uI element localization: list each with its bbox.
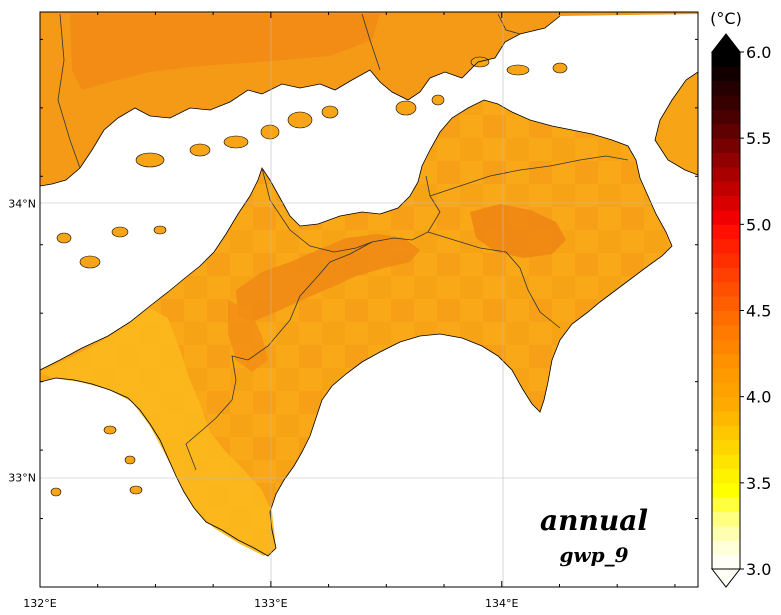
honshu-coastline bbox=[40, 15, 561, 187]
colorbar-swatch bbox=[712, 281, 740, 297]
colorbar-swatch bbox=[712, 166, 740, 182]
colorbar-swatch bbox=[712, 525, 740, 541]
colorbar-swatch bbox=[712, 324, 740, 340]
colorbar-swatch bbox=[712, 181, 740, 197]
map-panel: 132°E 133°E 134°E 34°N 33°N annual gwp_9 bbox=[8, 11, 699, 610]
colorbar-swatch bbox=[712, 152, 740, 168]
map-subtitle: gwp_9 bbox=[559, 543, 628, 567]
colorbar-unit: (°C) bbox=[710, 9, 742, 28]
colorbar-swatch bbox=[712, 540, 740, 556]
colorbar-swatch bbox=[712, 411, 740, 426]
east-coastline bbox=[654, 71, 698, 176]
colorbar-swatch bbox=[712, 123, 740, 139]
colorbar-swatch bbox=[712, 382, 740, 398]
colorbar-swatch bbox=[712, 52, 740, 67]
lon-tick-label: 133°E bbox=[254, 597, 287, 610]
colorbar-label: 3.5 bbox=[746, 474, 771, 493]
shikoku-warm-patch-2 bbox=[470, 204, 566, 258]
colorbar-swatch bbox=[712, 425, 740, 441]
colorbar-swatch bbox=[712, 511, 740, 527]
colorbar-label: 6.0 bbox=[746, 43, 771, 62]
colorbar-label: 3.0 bbox=[746, 560, 771, 579]
map-title: annual bbox=[540, 504, 648, 537]
prefecture-borders bbox=[57, 13, 629, 471]
land-layer bbox=[40, 12, 698, 587]
colorbar-label: 4.5 bbox=[746, 302, 771, 321]
colorbar-swatch bbox=[712, 138, 740, 154]
axis-ticks bbox=[39, 12, 698, 588]
lon-tick-label: 134°E bbox=[485, 597, 518, 610]
colorbar-swatch bbox=[712, 554, 740, 570]
colorbar-swatch bbox=[712, 482, 740, 498]
lat-tick-label: 34°N bbox=[8, 198, 36, 211]
shikoku-warm-patch-1 bbox=[236, 234, 420, 322]
inland-sea-islands bbox=[50, 56, 568, 497]
colorbar-swatch bbox=[712, 367, 740, 383]
colorbar-swatch bbox=[712, 109, 740, 125]
colorbar-label: 4.0 bbox=[746, 388, 771, 407]
colorbar-swatch bbox=[712, 238, 740, 254]
colorbar-swatch bbox=[712, 439, 740, 455]
colorbar-extend-bottom bbox=[710, 568, 742, 588]
shikoku-warm-patch-3 bbox=[228, 300, 268, 372]
colorbar-swatch bbox=[712, 267, 740, 283]
colorbar-swatches bbox=[712, 52, 740, 570]
colorbar-extend-top bbox=[710, 33, 742, 53]
colorbar-swatch bbox=[712, 95, 740, 110]
colorbar-swatch bbox=[712, 80, 740, 96]
colorbar-label: 5.0 bbox=[746, 215, 771, 234]
colorbar-labels: 6.0 5.5 5.0 4.5 4.0 3.5 3.0 bbox=[740, 43, 771, 579]
map-frame bbox=[39, 11, 699, 588]
colorbar-swatch bbox=[712, 224, 740, 240]
colorbar-swatch bbox=[712, 454, 740, 469]
lat-tick-label: 33°N bbox=[8, 471, 36, 484]
axis-tick-labels: 132°E 133°E 134°E 34°N 33°N bbox=[8, 198, 518, 610]
colorbar-label: 5.5 bbox=[746, 129, 771, 148]
colorbar-swatch bbox=[712, 209, 740, 225]
colorbar-swatch bbox=[712, 310, 740, 326]
honshu-warm-band bbox=[70, 14, 380, 90]
colorbar-swatch bbox=[712, 296, 740, 311]
colorbar-swatch bbox=[712, 66, 740, 82]
colorbar-swatch bbox=[712, 497, 740, 513]
shikoku-coastline bbox=[40, 99, 673, 557]
colorbar-swatch bbox=[712, 353, 740, 369]
lon-tick-label: 132°E bbox=[23, 597, 56, 610]
shikoku-cool-zone bbox=[40, 308, 276, 556]
colorbar-swatch bbox=[712, 468, 740, 484]
colorbar-swatch bbox=[712, 253, 740, 268]
colorbar: (°C) 6.0 5.5 5.0 4.5 4.0 3.5 3.0 bbox=[710, 9, 771, 588]
graticule bbox=[40, 12, 698, 587]
east-land bbox=[655, 72, 698, 175]
colorbar-swatch bbox=[712, 396, 740, 412]
colorbar-swatch bbox=[712, 195, 740, 211]
colorbar-swatch bbox=[712, 339, 740, 355]
